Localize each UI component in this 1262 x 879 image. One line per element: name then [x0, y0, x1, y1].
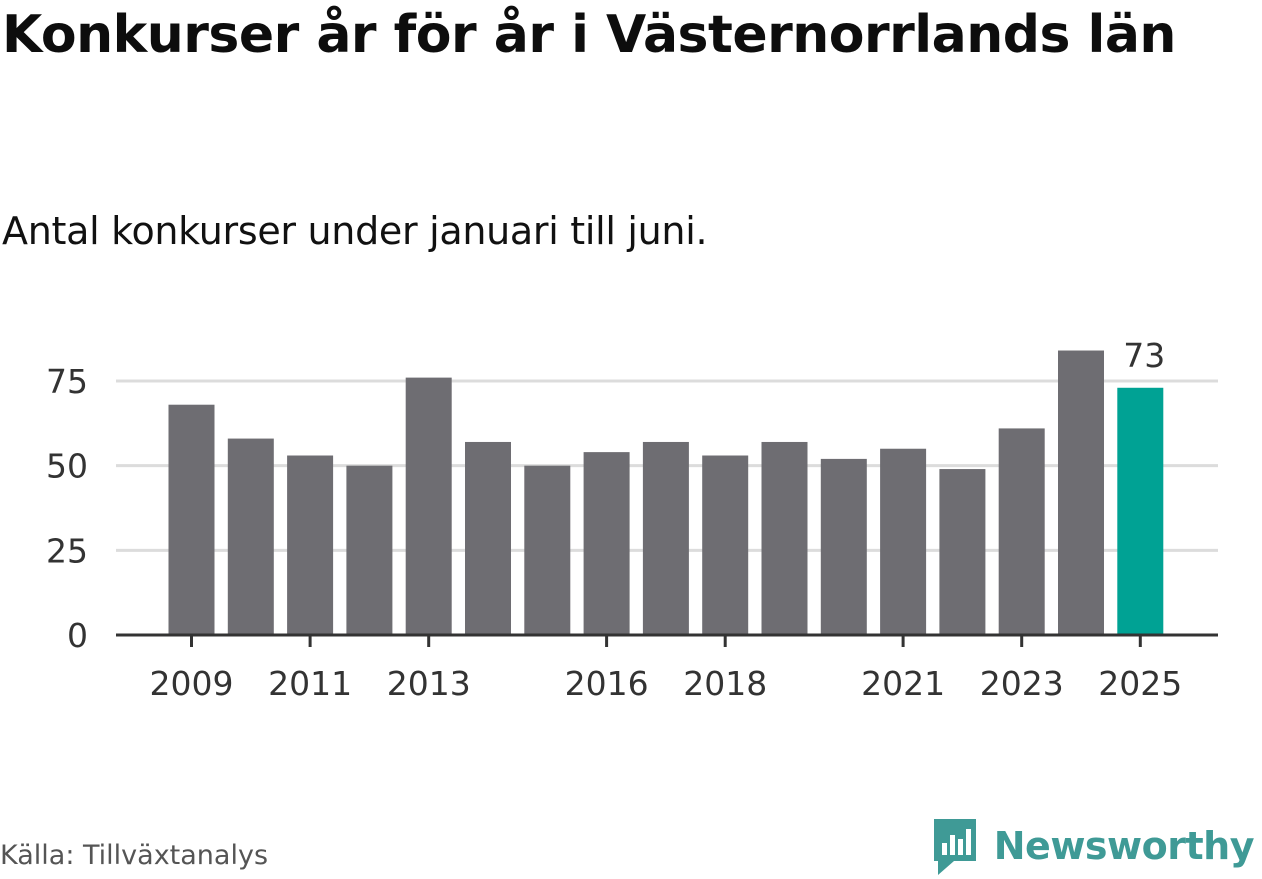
bar-2025 [1117, 387, 1164, 635]
x-tick-label-2013: 2013 [387, 664, 471, 703]
y-tick-label-50: 50 [46, 447, 88, 486]
bar-2020 [820, 458, 867, 635]
x-tick-label-2011: 2011 [268, 664, 352, 703]
bar-2023 [998, 428, 1045, 635]
y-tick-label-75: 75 [46, 362, 88, 401]
bar-2011 [287, 455, 334, 635]
chart-subtitle: Antal konkurser under januari till juni. [2, 209, 708, 253]
x-tick-label-2025: 2025 [1098, 664, 1182, 703]
bars [168, 350, 1164, 635]
bar-2017 [642, 441, 689, 635]
source-note: Källa: Tillväxtanalys [0, 840, 269, 871]
bar-2012 [346, 465, 393, 635]
y-tick-label-0: 0 [67, 616, 88, 655]
brand-name: Newsworthy [993, 824, 1255, 868]
bar-2018 [702, 455, 749, 635]
x-tick-label-2018: 2018 [683, 664, 767, 703]
bar-2019 [761, 441, 808, 635]
x-tick-label-2016: 2016 [565, 664, 649, 703]
bar-2013 [405, 377, 452, 635]
bar-2010 [227, 438, 274, 635]
x-tick-label-2021: 2021 [861, 664, 945, 703]
x-axis-labels: 2009 2011 2013 2016 2018 2021 2023 2025 [150, 664, 1183, 703]
data-label-2025: 73 [1123, 336, 1165, 375]
bar-2021 [880, 448, 927, 635]
bar-2024 [1058, 350, 1104, 635]
y-axis-labels: 0 25 50 75 [46, 362, 88, 655]
brand: Newsworthy [930, 815, 1255, 877]
x-axis-ticks [190, 635, 1142, 647]
bar-2009 [168, 404, 215, 635]
bar-chart: 0 25 50 75 2009 2011 2013 2016 2018 2021 2023 2025… [46, 336, 1218, 703]
bar-2014 [465, 441, 511, 635]
bar-2022 [939, 469, 986, 635]
newsworthy-logo-icon [933, 819, 976, 875]
x-tick-label-2009: 2009 [150, 664, 234, 703]
bar-2015 [524, 465, 571, 635]
chart-title: Konkurser år för år i Västernorrlands lä… [2, 5, 1176, 65]
x-tick-label-2023: 2023 [980, 664, 1064, 703]
y-tick-label-25: 25 [46, 531, 88, 570]
data-labels: 73 [1123, 336, 1165, 375]
bar-2016 [583, 452, 630, 635]
